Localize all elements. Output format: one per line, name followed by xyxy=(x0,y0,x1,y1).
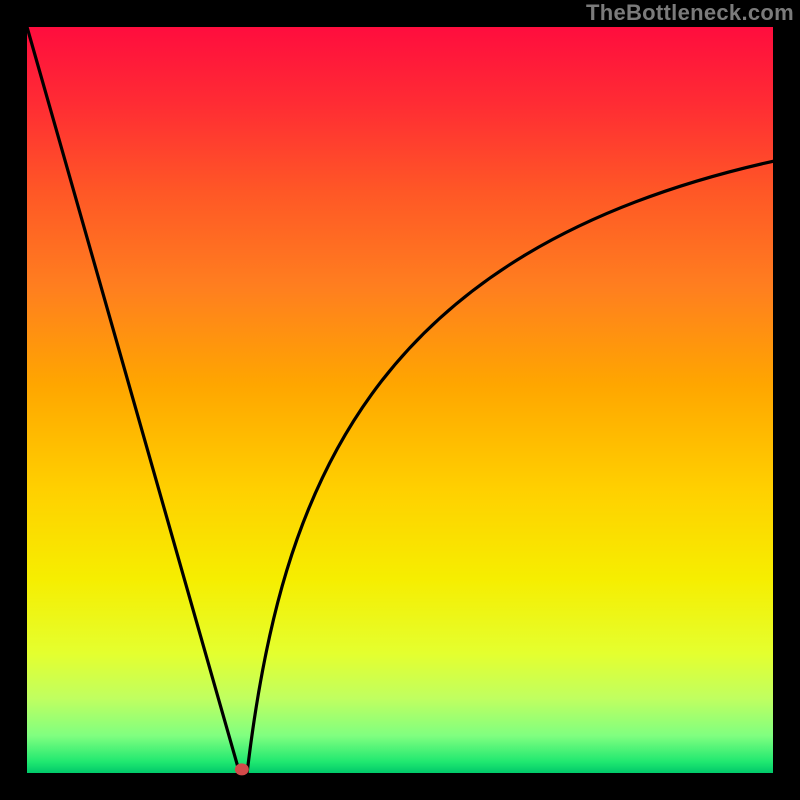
watermark-text: TheBottleneck.com xyxy=(586,0,794,26)
min-marker xyxy=(235,763,249,775)
plot-background xyxy=(27,27,773,773)
chart-stage: TheBottleneck.com xyxy=(0,0,800,800)
bottleneck-chart xyxy=(0,0,800,800)
